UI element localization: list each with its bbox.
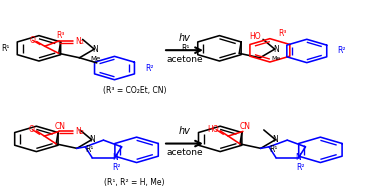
Text: N: N (296, 153, 301, 162)
Text: N: N (273, 135, 278, 144)
Text: R¹: R¹ (1, 44, 9, 53)
Text: Me: Me (90, 56, 100, 62)
Text: R¹: R¹ (269, 145, 278, 154)
Text: O: O (29, 36, 35, 45)
Text: (R¹, R² = H, Me): (R¹, R² = H, Me) (104, 178, 165, 187)
Text: hv: hv (179, 33, 190, 43)
Text: R²: R² (338, 46, 346, 55)
Text: N: N (93, 45, 98, 54)
Text: CN: CN (239, 122, 250, 131)
Text: R²: R² (145, 64, 154, 73)
Text: N₂: N₂ (75, 127, 84, 136)
Text: N: N (112, 153, 117, 162)
Text: HO: HO (249, 32, 261, 41)
Text: R¹: R¹ (86, 145, 94, 154)
Text: acetone: acetone (166, 148, 203, 157)
Text: R²: R² (296, 163, 305, 172)
Text: acetone: acetone (166, 55, 203, 64)
Text: R³: R³ (56, 31, 65, 40)
Text: N: N (273, 45, 279, 54)
Text: R¹: R¹ (181, 44, 190, 53)
Text: N₂: N₂ (75, 36, 84, 46)
Text: hv: hv (179, 126, 190, 136)
Text: CN: CN (54, 122, 65, 131)
Text: HO: HO (208, 125, 219, 134)
Text: R³: R³ (278, 29, 286, 38)
Text: (R³ = CO₂Et, CN): (R³ = CO₂Et, CN) (103, 86, 166, 95)
Text: R²: R² (112, 163, 121, 172)
Text: O: O (29, 125, 35, 134)
Text: N: N (89, 135, 94, 144)
Text: Me: Me (271, 56, 280, 61)
